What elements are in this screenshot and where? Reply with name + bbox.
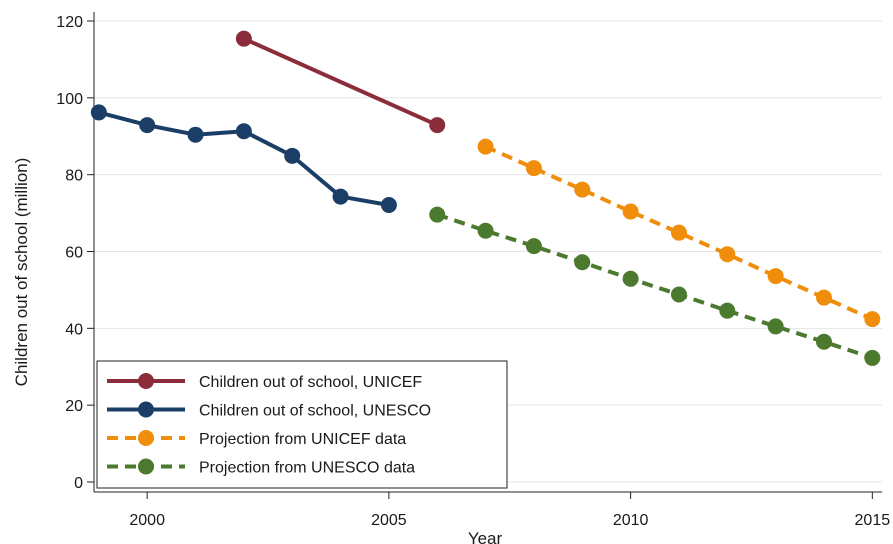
legend-marker-3 <box>138 458 154 475</box>
data-point-1-2000 <box>139 117 156 134</box>
legend-marker-1 <box>138 401 154 418</box>
legend-label-1: Children out of school, UNESCO <box>199 403 431 420</box>
series-line-3 <box>436 212 873 360</box>
data-point-2-2014 <box>815 289 832 306</box>
data-point-3-2009 <box>574 254 591 271</box>
series-3 <box>429 206 881 366</box>
data-point-2-2007 <box>477 138 494 155</box>
data-point-2-2015 <box>864 311 881 328</box>
series-line-2 <box>484 144 874 321</box>
data-point-1-2002 <box>235 123 252 140</box>
data-point-2-2012 <box>719 246 736 263</box>
series-line-0 <box>243 36 439 127</box>
legend-marker-0 <box>138 373 154 389</box>
data-point-2-2008 <box>525 160 542 177</box>
data-point-3-2013 <box>767 318 784 335</box>
series-2 <box>477 138 881 328</box>
y-tick-label-0: 0 <box>74 475 83 492</box>
data-point-3-2010 <box>622 270 639 287</box>
legend-marker-2 <box>138 430 154 446</box>
data-point-3-2008 <box>525 238 542 255</box>
x-tick-label-2000: 2000 <box>129 512 165 529</box>
legend-label-0: Children out of school, UNICEF <box>199 374 422 391</box>
data-point-3-2007 <box>477 222 494 239</box>
series-layer <box>90 30 881 366</box>
axes: 0 20 40 60 80 100 120 2000 2005 2010 2015 <box>56 12 890 529</box>
data-point-1-2001 <box>187 126 204 143</box>
data-point-1-1999 <box>90 104 107 121</box>
data-point-2-2013 <box>767 268 784 285</box>
x-tick-label-2015: 2015 <box>855 512 891 529</box>
data-point-3-2012 <box>719 302 736 319</box>
data-point-3-2014 <box>815 333 832 350</box>
y-tick-label-100: 100 <box>56 91 83 108</box>
y-axis-label: Children out of school (million) <box>12 158 31 387</box>
series-0 <box>235 30 446 134</box>
legend-label-3: Projection from UNESCO data <box>199 460 415 477</box>
data-point-1-2004 <box>332 188 349 205</box>
data-point-3-2006 <box>429 206 446 223</box>
x-axis-label: Year <box>468 529 503 544</box>
y-tick-label-40: 40 <box>65 321 83 338</box>
y-tick-label-60: 60 <box>65 245 83 262</box>
data-point-1-2003 <box>284 147 301 164</box>
data-point-3-2011 <box>670 286 687 303</box>
data-point-2-2009 <box>574 181 591 198</box>
x-tick-label-2005: 2005 <box>371 512 407 529</box>
data-point-0-2006 <box>429 117 446 134</box>
y-tick-label-20: 20 <box>65 398 83 415</box>
y-tick-label-120: 120 <box>56 14 83 31</box>
legend-label-2: Projection from UNICEF data <box>199 431 406 448</box>
data-point-0-2002 <box>235 30 252 47</box>
legend: Children out of school, UNICEF Children o… <box>96 360 508 489</box>
data-point-1-2005 <box>380 197 397 214</box>
series-1 <box>90 104 397 214</box>
y-tick-label-80: 80 <box>65 168 83 185</box>
data-point-2-2010 <box>622 203 639 220</box>
data-point-3-2015 <box>864 349 881 366</box>
x-tick-label-2010: 2010 <box>613 512 649 529</box>
data-point-2-2011 <box>670 224 687 241</box>
